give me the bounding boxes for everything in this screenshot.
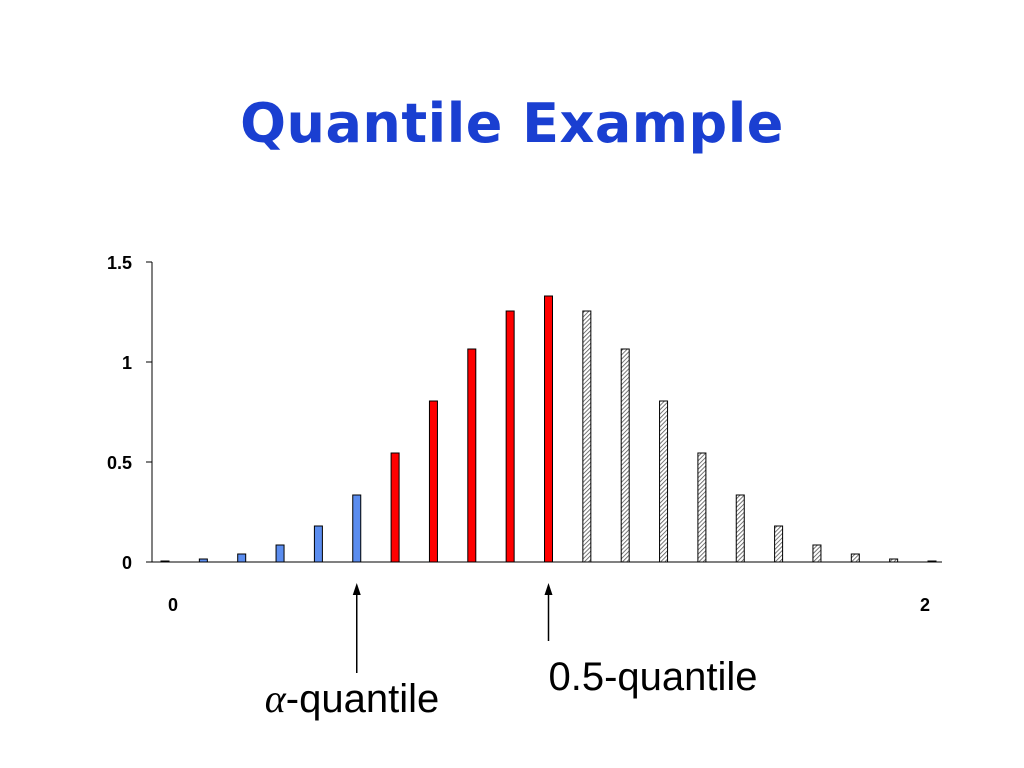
bar-lower-tail	[313, 525, 323, 563]
annotation-label: 0.5-quantile	[548, 655, 757, 699]
bar-lower-tail	[237, 553, 247, 563]
bar-upper-tail-hatched	[812, 544, 822, 563]
y-tick-label: 1	[122, 353, 132, 373]
bar-upper-tail-hatched	[774, 525, 784, 563]
bar-middle	[505, 310, 515, 563]
bar-middle	[467, 348, 477, 563]
bar-lower-tail	[352, 494, 362, 563]
bar-upper-tail-hatched	[620, 348, 630, 563]
arrow-head	[352, 583, 361, 595]
bar-upper-tail-hatched	[927, 560, 937, 563]
bar-upper-tail-hatched	[889, 558, 899, 563]
bar-upper-tail-hatched	[697, 452, 707, 563]
bar-middle	[428, 400, 438, 563]
bar-upper-tail-hatched	[659, 400, 669, 563]
bar-lower-tail	[275, 544, 285, 563]
annotation-label: α-quantile	[265, 676, 439, 721]
bar-middle	[544, 295, 553, 563]
bar-lower-tail	[160, 560, 170, 563]
bar-upper-tail-hatched	[582, 310, 592, 563]
plot-area: 0 0.5 1 1.5 0 2	[107, 253, 942, 615]
bar-upper-tail-hatched	[735, 494, 745, 563]
y-tick-label: 1.5	[107, 253, 132, 273]
arrow-head	[544, 583, 553, 595]
annotations: α-quantile 0.5-quantile	[265, 583, 758, 721]
bar-lower-tail	[198, 558, 208, 563]
annotation-text: 0.5-quantile	[548, 655, 757, 699]
x-tick-label: 2	[920, 595, 930, 615]
alpha-symbol: α	[265, 676, 287, 721]
y-tick-label: 0	[122, 553, 132, 573]
annotation-text: -quantile	[286, 677, 439, 721]
y-tick-label: 0.5	[107, 453, 132, 473]
bar-upper-tail-hatched	[850, 553, 860, 563]
x-tick-label: 0	[168, 595, 178, 615]
bar-middle	[390, 452, 400, 563]
slide-title: Quantile Example	[240, 92, 784, 155]
